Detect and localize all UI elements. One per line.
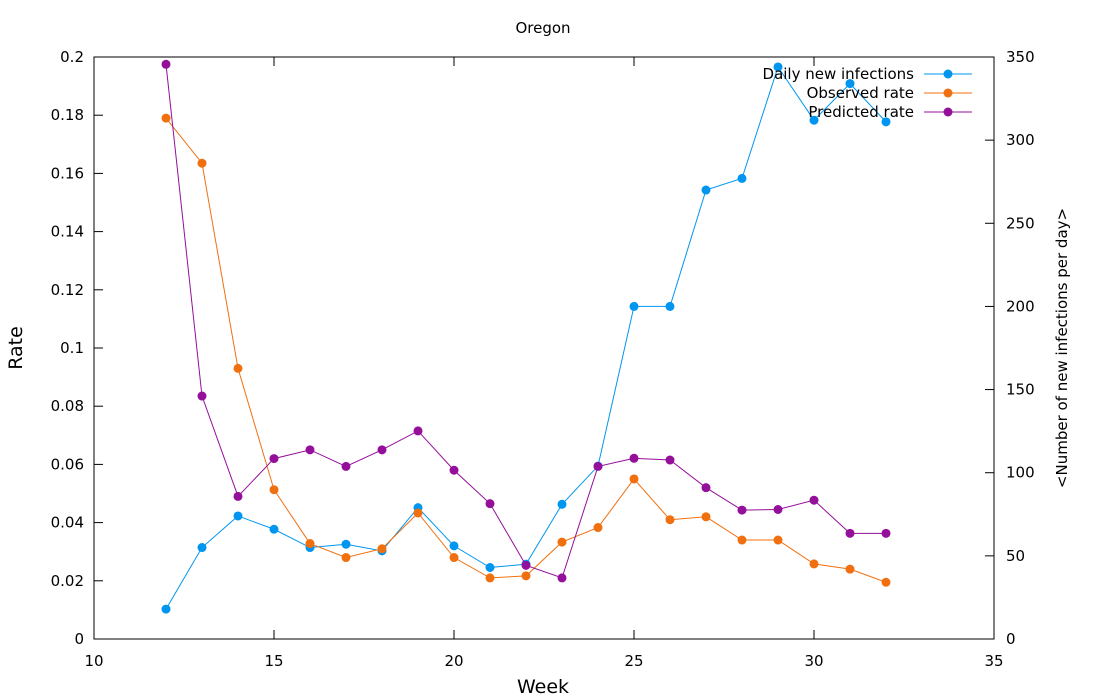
daily-new-infections-point [449, 541, 459, 551]
y2-tick-label: 150 [1006, 381, 1035, 399]
daily-new-infections-point [701, 185, 711, 195]
y-tick-label: 0.18 [51, 106, 84, 124]
observed-rate-point [881, 577, 891, 587]
observed-rate-point [557, 537, 567, 547]
x-tick-label: 15 [264, 652, 283, 670]
y2-tick-label: 50 [1006, 547, 1025, 565]
y2-tick-label: 300 [1006, 131, 1035, 149]
y-tick-label: 0.14 [51, 223, 84, 241]
observed-rate-point [233, 363, 243, 373]
observed-rate-point [197, 158, 207, 168]
y-tick-label: 0.04 [51, 514, 84, 532]
predicted-rate-point [773, 505, 783, 515]
daily-new-infections-point [269, 524, 279, 534]
predicted-rate-point [413, 426, 423, 436]
predicted-rate-point [233, 491, 243, 501]
daily-new-infections-point [341, 539, 351, 549]
observed-rate-point [485, 573, 495, 583]
daily-new-infections-point [557, 499, 567, 509]
observed-rate-point [737, 535, 747, 545]
chart-title: Oregon [515, 19, 570, 37]
predicted-rate-point [845, 528, 855, 538]
daily-new-infections-point [629, 301, 639, 311]
observed-rate-point [845, 564, 855, 574]
daily-new-infections-point [485, 562, 495, 572]
predicted-rate-line [165, 64, 886, 579]
observed-rate-point [629, 474, 639, 484]
observed-rate-point [341, 553, 351, 563]
predicted-rate-point [341, 461, 351, 471]
predicted-rate-point [305, 445, 315, 455]
observed-rate-point [377, 544, 387, 554]
legend-label-observed-rate: Observed rate [807, 84, 914, 102]
plot-frame [93, 56, 995, 640]
observed-rate-point [809, 559, 819, 569]
predicted-rate-point [377, 445, 387, 455]
predicted-rate-point [593, 461, 603, 471]
observed-rate-point [305, 539, 315, 549]
observed-rate-point [521, 571, 531, 581]
daily-new-infections-point [881, 117, 891, 127]
predicted-rate-point [269, 454, 279, 464]
x-tick-label: 35 [984, 652, 1003, 670]
daily-new-infections-point [197, 543, 207, 553]
legend-marker-predicted-rate [943, 107, 953, 117]
predicted-rate-point [701, 483, 711, 493]
y-axis-label: Rate [5, 326, 27, 370]
y-tick-label: 0.06 [51, 455, 84, 473]
y2-tick-label: 250 [1006, 214, 1035, 232]
y-tick-label: 0.12 [51, 281, 84, 299]
y2-tick-label: 200 [1006, 297, 1035, 315]
daily-new-infections-point [809, 115, 819, 125]
y2-axis-label: <Number of new infections per day> [1053, 208, 1071, 488]
predicted-rate-point [485, 499, 495, 509]
y2-tick-label: 0 [1006, 630, 1016, 648]
predicted-rate-point [629, 453, 639, 463]
y2-tick-label: 100 [1006, 464, 1035, 482]
observed-rate-point [161, 113, 171, 123]
observed-rate-point [449, 553, 459, 563]
predicted-rate-point [809, 495, 819, 505]
legend-label-predicted-rate: Predicted rate [808, 103, 914, 121]
y-tick-label: 0.16 [51, 164, 84, 182]
predicted-rate-point [737, 505, 747, 515]
x-tick-label: 20 [444, 652, 463, 670]
predicted-rate-point [557, 573, 567, 583]
observed-rate-point [773, 535, 783, 545]
predicted-rate-point [665, 455, 675, 465]
y-tick-label: 0.08 [51, 397, 84, 415]
daily-new-infections-point [665, 301, 675, 311]
legend-marker-observed-rate [943, 88, 953, 98]
observed-rate-point [269, 485, 279, 495]
predicted-rate-point [881, 528, 891, 538]
y-tick-label: 0.02 [51, 572, 84, 590]
observed-rate-point [413, 508, 423, 518]
predicted-rate-point [521, 560, 531, 570]
daily-new-infections-point [737, 173, 747, 183]
y2-tick-label: 350 [1006, 48, 1035, 66]
legend-marker-daily-new-infections [943, 69, 953, 79]
x-tick-label: 25 [624, 652, 643, 670]
daily-new-infections-point [161, 604, 171, 614]
y-tick-label: 0.2 [60, 48, 84, 66]
predicted-rate-point [449, 465, 459, 475]
daily-new-infections-point [845, 79, 855, 89]
x-tick-label: 30 [804, 652, 823, 670]
x-tick-label: 10 [84, 652, 103, 670]
predicted-rate-point [197, 391, 207, 401]
observed-rate-point [665, 515, 675, 525]
predicted-rate-point [161, 59, 171, 69]
x-axis-label: Week [517, 676, 569, 698]
observed-rate-point [593, 523, 603, 533]
y-tick-label: 0 [74, 630, 84, 648]
legend-label-daily-new-infections: Daily new infections [763, 65, 915, 83]
daily-new-infections-point [773, 62, 783, 72]
y-tick-label: 0.1 [60, 339, 84, 357]
daily-new-infections-point [233, 511, 243, 521]
observed-rate-point [701, 512, 711, 522]
